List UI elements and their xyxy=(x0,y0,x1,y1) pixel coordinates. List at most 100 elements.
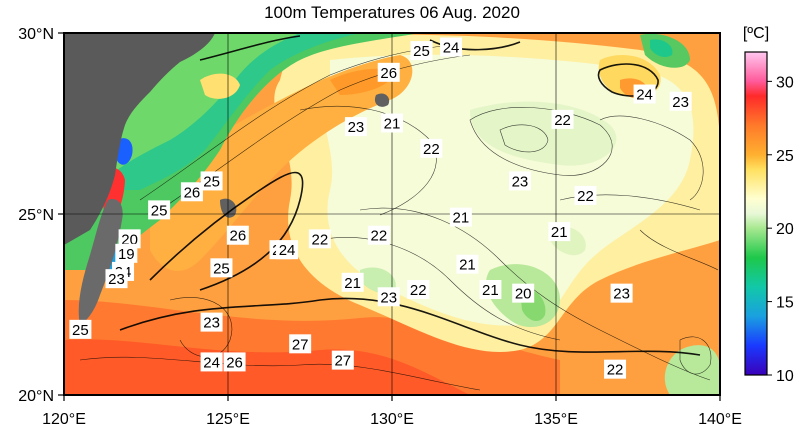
contour-label: 27 xyxy=(289,334,312,354)
colorbar-ticks: 30 25 20 15 10 xyxy=(767,74,794,385)
lon-label-120e: 120°E xyxy=(42,411,86,428)
contour-label: 25 xyxy=(148,200,171,220)
colorbar-ramp xyxy=(744,51,768,376)
contour-label-text: 26 xyxy=(229,228,246,245)
map-ticks xyxy=(58,32,721,401)
contour-label: 22 xyxy=(574,185,597,205)
latitude-labels: 30°N 25°N 20°N xyxy=(18,26,54,405)
contour-label-text: 22 xyxy=(410,282,427,299)
contour-label: 21 xyxy=(341,272,364,292)
contour-label: 22 xyxy=(367,225,390,245)
contour-label-text: 27 xyxy=(292,336,309,353)
contour-label-text: 23 xyxy=(672,94,689,111)
contour-label: 21 xyxy=(548,222,571,242)
contour-label: 22 xyxy=(604,359,627,379)
contour-label-text: 22 xyxy=(577,188,594,205)
contour-label: 26 xyxy=(180,182,203,202)
lat-label-30n: 30°N xyxy=(18,26,54,43)
contour-label-text: 26 xyxy=(184,184,201,201)
lon-label-135e: 135°E xyxy=(534,411,578,428)
contour-label-text: 21 xyxy=(453,210,470,227)
lon-label-140e: 140°E xyxy=(698,411,742,428)
contour-label-text: 24 xyxy=(203,354,220,371)
graticule xyxy=(64,33,720,395)
contour-label-text: 24 xyxy=(279,242,296,259)
contour-label-text: 25 xyxy=(413,43,430,60)
contour-label: 27 xyxy=(331,350,354,370)
colorbar: [ºC] 30 25 20 15 10 xyxy=(743,25,794,385)
contour-label: 24 xyxy=(276,240,299,260)
contour-label: 25 xyxy=(410,41,433,61)
lat-label-20n: 20°N xyxy=(18,388,54,405)
contour-label-text: 27 xyxy=(334,353,351,370)
lat-label-25n: 25°N xyxy=(18,207,54,224)
contour-label-text: 25 xyxy=(203,173,220,190)
contour-label: 21 xyxy=(381,113,403,133)
contour-label-text: 25 xyxy=(72,322,89,339)
contour-label-text: 26 xyxy=(226,354,243,371)
contour-label-text: 24 xyxy=(636,87,653,104)
contour-label-text: 21 xyxy=(384,116,401,133)
contour-label: 22 xyxy=(407,280,430,300)
contour-label: 24 xyxy=(633,84,656,104)
contour-label-text: 26 xyxy=(380,65,397,82)
taiwan-island xyxy=(78,199,123,325)
china-landmass xyxy=(64,33,215,245)
contour-label-text: 19 xyxy=(118,246,135,263)
contour-label: 24 xyxy=(200,352,223,372)
contour-label: 23 xyxy=(344,117,367,137)
contour-label: 26 xyxy=(223,352,246,372)
contour-label: 23 xyxy=(200,312,223,332)
contour-label-text: 22 xyxy=(607,362,624,379)
colorbar-tick-label: 25 xyxy=(776,148,794,165)
contour-label: 21 xyxy=(456,254,479,274)
contour-label: 22 xyxy=(308,229,331,249)
contour-label-text: 22 xyxy=(423,141,440,158)
contour-label: 26 xyxy=(226,225,249,245)
contour-label: 25 xyxy=(200,171,223,191)
contour-label-text: 23 xyxy=(108,271,125,288)
colorbar-unit: [ºC] xyxy=(743,25,769,42)
contour-label: 23 xyxy=(105,269,128,289)
contour-label-text: 21 xyxy=(344,275,361,292)
contour-label-text: 22 xyxy=(554,112,571,129)
contour-label-text: 23 xyxy=(512,173,529,190)
contour-label-text: 25 xyxy=(213,260,230,277)
contour-label-text: 22 xyxy=(371,228,388,245)
contour-label-text: 24 xyxy=(443,39,460,56)
contour-label: 22 xyxy=(420,138,443,158)
contour-label: 24 xyxy=(440,37,463,57)
contour-label: 21 xyxy=(449,207,472,227)
contour-label-text: 23 xyxy=(348,119,365,136)
contour-label-text: 20 xyxy=(515,286,532,303)
contour-label: 21 xyxy=(479,280,502,300)
figure-title: 100m Temperatures 06 Aug. 2020 xyxy=(264,3,520,22)
contour-label-text: 21 xyxy=(459,257,476,274)
contour-label-text: 23 xyxy=(613,286,630,303)
contour-label: 26 xyxy=(377,62,400,82)
contour-label-text: 23 xyxy=(203,315,220,332)
contour-label: 19 xyxy=(115,243,138,263)
contour-label: 23 xyxy=(508,171,531,191)
contour-label: 22 xyxy=(551,109,574,129)
contour-label: 23 xyxy=(610,283,633,303)
contour-label: 23 xyxy=(669,91,692,111)
colorbar-tick-label: 10 xyxy=(776,368,794,385)
contour-label: 20 xyxy=(512,283,535,303)
colorbar-tick-label: 20 xyxy=(776,221,794,238)
lon-label-130e: 130°E xyxy=(370,411,414,428)
contour-label: 25 xyxy=(210,258,233,278)
contour-label-text: 25 xyxy=(151,202,168,219)
contour-label-text: 21 xyxy=(551,224,568,241)
longitude-labels: 120°E 125°E 130°E 135°E 140°E xyxy=(42,411,742,428)
contour-label-text: 22 xyxy=(311,231,328,248)
lon-label-125e: 125°E xyxy=(206,411,250,428)
colorbar-tick-label: 15 xyxy=(776,295,794,312)
colorbar-tick-label: 30 xyxy=(776,74,794,91)
contour-label-text: 23 xyxy=(380,289,397,306)
contour-label: 23 xyxy=(377,287,400,307)
contour-label: 25 xyxy=(69,319,92,339)
contour-label-text: 21 xyxy=(482,282,499,299)
